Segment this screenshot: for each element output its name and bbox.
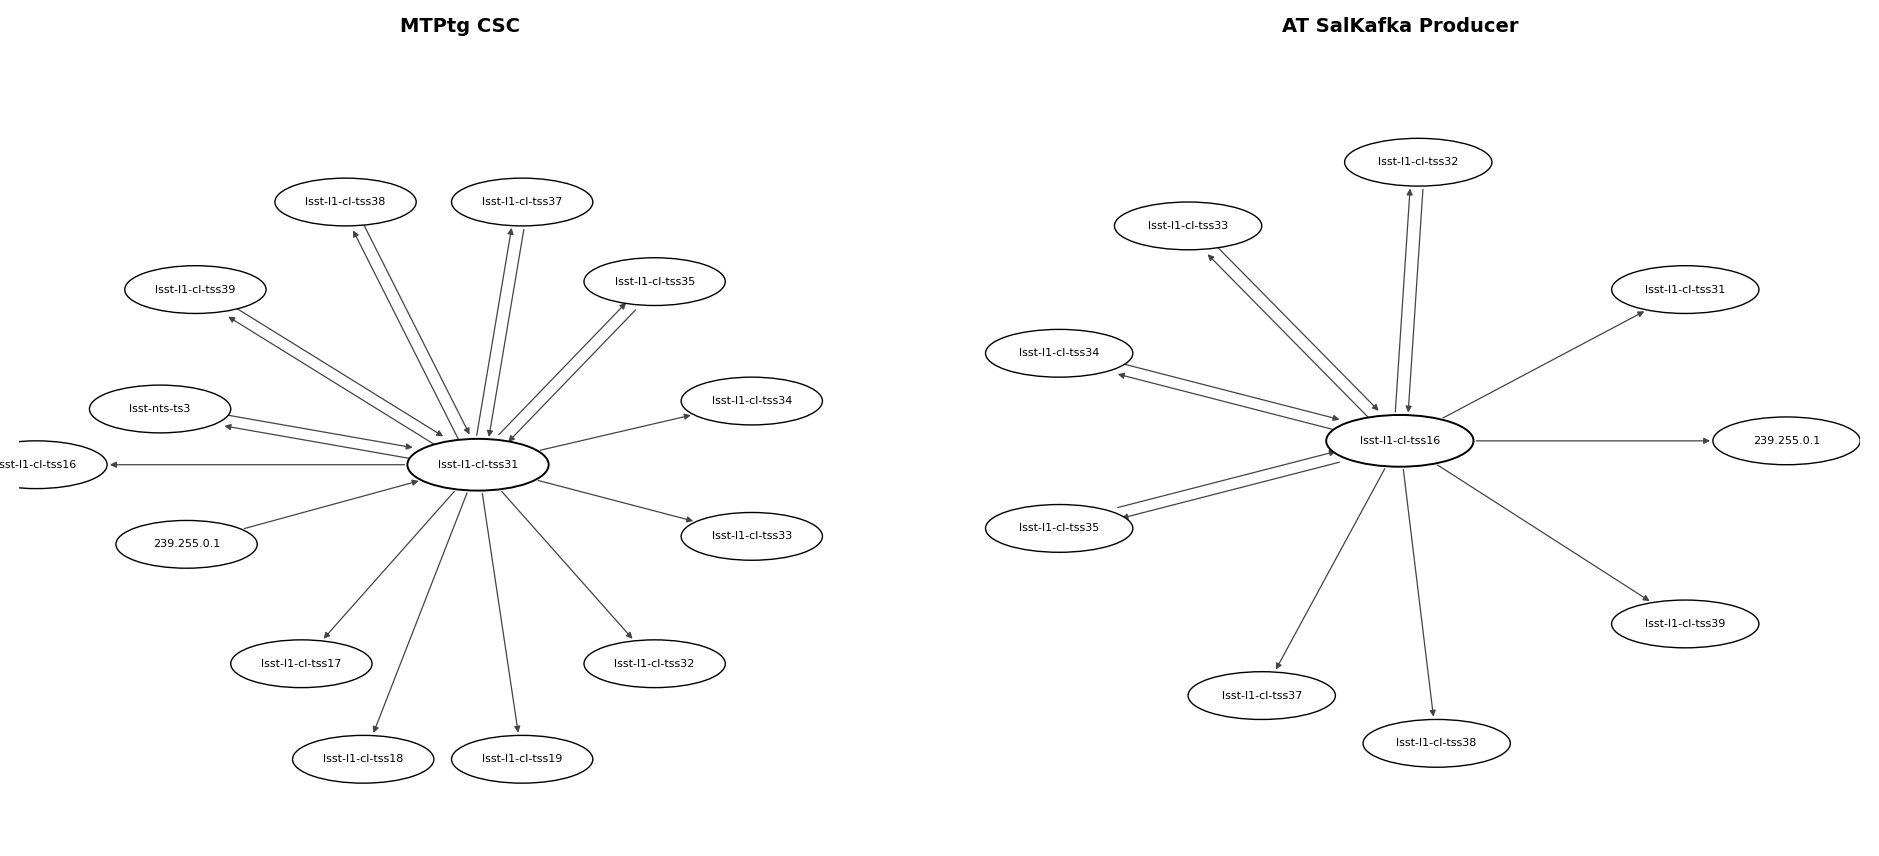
Text: lsst-l1-cl-tss31: lsst-l1-cl-tss31 xyxy=(438,460,519,470)
Text: lsst-l1-cl-tss19: lsst-l1-cl-tss19 xyxy=(483,754,562,764)
Ellipse shape xyxy=(451,178,592,226)
Text: 239.255.0.1: 239.255.0.1 xyxy=(1753,436,1821,446)
Ellipse shape xyxy=(1714,417,1860,465)
Text: lsst-l1-cl-tss18: lsst-l1-cl-tss18 xyxy=(323,754,404,764)
Ellipse shape xyxy=(985,330,1133,377)
Ellipse shape xyxy=(1114,202,1261,250)
Text: 239.255.0.1: 239.255.0.1 xyxy=(152,539,220,550)
Text: lsst-l1-cl-tss35: lsst-l1-cl-tss35 xyxy=(1018,523,1099,533)
Text: lsst-l1-cl-tss32: lsst-l1-cl-tss32 xyxy=(614,659,695,669)
Ellipse shape xyxy=(231,640,372,687)
Ellipse shape xyxy=(451,735,592,783)
Ellipse shape xyxy=(1362,719,1511,767)
Text: lsst-l1-cl-tss32: lsst-l1-cl-tss32 xyxy=(1377,158,1458,167)
Ellipse shape xyxy=(680,513,823,561)
Ellipse shape xyxy=(1612,265,1759,313)
Ellipse shape xyxy=(584,258,725,306)
Ellipse shape xyxy=(0,441,107,489)
Title: MTPtg CSC: MTPtg CSC xyxy=(400,16,520,36)
Text: lsst-l1-cl-tss37: lsst-l1-cl-tss37 xyxy=(1221,691,1302,700)
Text: lsst-l1-cl-tss17: lsst-l1-cl-tss17 xyxy=(261,659,342,669)
Text: lsst-l1-cl-tss31: lsst-l1-cl-tss31 xyxy=(1646,284,1725,294)
Text: lsst-l1-cl-tss34: lsst-l1-cl-tss34 xyxy=(712,396,791,406)
Ellipse shape xyxy=(408,439,549,490)
Text: lsst-l1-cl-tss33: lsst-l1-cl-tss33 xyxy=(712,532,791,541)
Ellipse shape xyxy=(1327,415,1473,467)
Text: lsst-l1-cl-tss34: lsst-l1-cl-tss34 xyxy=(1018,348,1099,359)
Ellipse shape xyxy=(1188,672,1336,719)
Text: lsst-l1-cl-tss37: lsst-l1-cl-tss37 xyxy=(483,197,562,207)
Ellipse shape xyxy=(584,640,725,687)
Ellipse shape xyxy=(1345,139,1492,186)
Text: lsst-l1-cl-tss16: lsst-l1-cl-tss16 xyxy=(1360,436,1439,446)
Ellipse shape xyxy=(116,520,257,568)
Ellipse shape xyxy=(1612,600,1759,648)
Text: lsst-l1-cl-tss33: lsst-l1-cl-tss33 xyxy=(1148,221,1229,231)
Ellipse shape xyxy=(985,504,1133,552)
Ellipse shape xyxy=(293,735,434,783)
Text: lsst-l1-cl-tss16: lsst-l1-cl-tss16 xyxy=(0,460,77,470)
Ellipse shape xyxy=(680,377,823,425)
Text: lsst-l1-cl-tss38: lsst-l1-cl-tss38 xyxy=(306,197,385,207)
Title: AT SalKafka Producer: AT SalKafka Producer xyxy=(1281,16,1518,36)
Ellipse shape xyxy=(124,265,267,313)
Text: lsst-l1-cl-tss35: lsst-l1-cl-tss35 xyxy=(614,276,695,287)
Text: lsst-nts-ts3: lsst-nts-ts3 xyxy=(130,404,192,414)
Text: lsst-l1-cl-tss38: lsst-l1-cl-tss38 xyxy=(1396,739,1477,748)
Text: lsst-l1-cl-tss39: lsst-l1-cl-tss39 xyxy=(156,284,235,294)
Text: lsst-l1-cl-tss39: lsst-l1-cl-tss39 xyxy=(1646,619,1725,629)
Ellipse shape xyxy=(90,385,231,433)
Ellipse shape xyxy=(274,178,417,226)
